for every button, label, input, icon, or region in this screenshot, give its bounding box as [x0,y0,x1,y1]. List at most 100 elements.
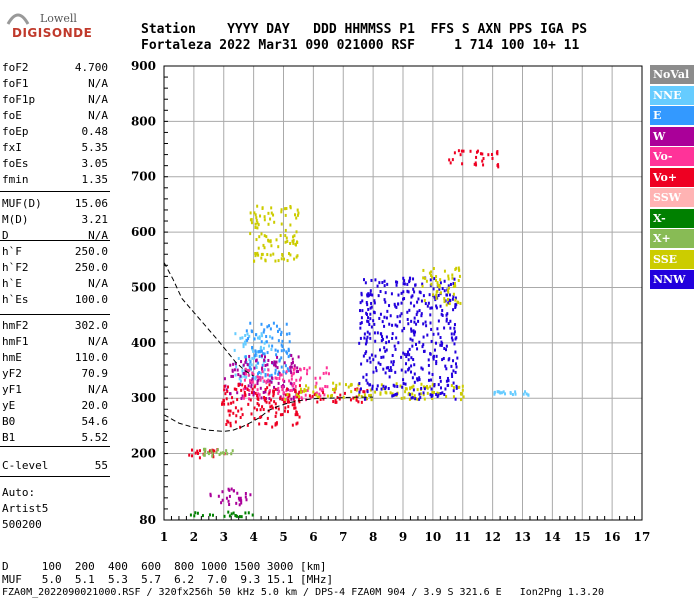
echo-point-sse [342,395,345,399]
echo-point-nnw [455,336,458,340]
echo-point-sse [451,276,454,280]
echo-point-nnw [379,348,382,352]
echo-point-nnw [384,349,387,353]
echo-point-sse [257,223,260,227]
echo-point-w [238,498,241,502]
echo-point-vox [256,375,259,379]
echo-point-vox [457,149,460,153]
echo-point-w [290,362,293,366]
echo-point-sse [289,223,292,227]
echo-point-vox [196,449,199,453]
echo-point-nnw [444,387,447,391]
echo-point-nnw [367,316,370,320]
echo-point-nnw [443,346,446,350]
echo-point-sse [426,384,429,388]
header-row-1: Station YYYY DAY DDD HHMMSS P1 FFS S AXN… [141,22,588,37]
echo-point-vox [270,398,273,402]
echo-point-vox [295,378,298,382]
param-value: 54.6 [81,415,109,428]
param-value: 5.35 [81,141,109,154]
echo-point-xx [194,511,197,515]
echo-point-nnw [420,386,423,390]
echo-point-vox [243,378,246,382]
echo-point-nnw [393,344,396,348]
echo-point-vox [296,413,299,417]
echo-point-nnw [419,396,422,400]
echo-point-e [287,347,290,351]
echo-point-nnw [392,363,395,367]
param-row-mufd: MUF(D) 15.06 [2,196,108,212]
echo-point-nnw [442,356,445,360]
echo-point-sse [275,238,278,242]
echo-point-e [260,340,263,344]
echo-point-nnw [415,322,418,326]
echo-point-nnw [456,356,459,360]
echo-point-e [258,354,261,358]
echo-point-nnw [396,315,399,319]
echo-point-w [234,362,237,366]
param-name: h`E [2,277,22,290]
param-value: 3.05 [81,157,109,170]
echo-point-vox [194,451,197,455]
echo-point-nne [255,354,258,358]
echo-point-vox [298,400,301,404]
echo-point-sse [460,392,463,396]
echo-point-sse [380,383,383,387]
echo-point-nnw [388,368,391,372]
echo-point-vox [313,393,316,397]
echo-point-sse [382,387,385,391]
header-row-2: Fortaleza 2022 Mar31 090 021000 RSF 1 71… [141,38,580,53]
echo-point-nne [514,392,517,396]
echo-point-nnw [417,297,420,301]
echo-point-nnw [441,287,444,291]
echo-point-sse [270,211,273,215]
echo-point-e [251,345,254,349]
echo-point-w [240,499,243,503]
echo-point-nnw [361,299,364,303]
echo-point-nnw [402,297,405,301]
echo-point-nnw [426,333,429,337]
echo-point-e [260,322,263,326]
echo-point-sse [436,283,439,287]
logo-digisonde-text: DIGISONDE [12,26,93,40]
echo-point-w [229,363,232,367]
echo-point-e [248,365,251,369]
echo-point-vox [252,373,255,377]
echo-point-vox [273,390,276,394]
echo-point-vox [230,401,233,405]
echo-point-w [253,366,256,370]
echo-point-nnw [443,393,446,397]
echo-point-w [256,382,259,386]
echo-point-vox [287,405,290,409]
echo-point-sse [422,385,425,389]
echo-point-nnw [412,329,415,333]
echo-point-e [275,324,278,328]
echo-point-w [259,386,262,390]
echo-point-vox [258,422,261,426]
echo-point-nnw [406,282,409,286]
echo-point-sse [292,241,295,245]
echo-point-nnw [378,316,381,320]
echo-point-vox [333,390,336,394]
echo-point-vox [275,406,278,410]
echo-point-sse [422,268,425,272]
echo-point-w [296,366,299,370]
echo-point-nnw [418,340,421,344]
echo-point-nnw [377,361,380,365]
echo-point-xx [228,514,231,518]
echo-point-sse [317,395,320,399]
echo-point-vox [318,392,321,396]
echo-point-nnw [455,386,458,390]
echo-point-nnw [360,316,363,320]
echo-point-sse [300,390,303,394]
echo-point-xx [196,511,199,515]
echo-point-nnw [403,352,406,356]
echo-point-vox [234,420,237,424]
echo-point-nne [493,391,496,395]
echo-point-nnw [382,367,385,371]
echo-point-vox [298,378,301,382]
param-name: yE [2,399,16,412]
echo-point-nnw [416,310,419,314]
echo-point-w [237,373,240,377]
echo-point-sse [269,253,272,257]
